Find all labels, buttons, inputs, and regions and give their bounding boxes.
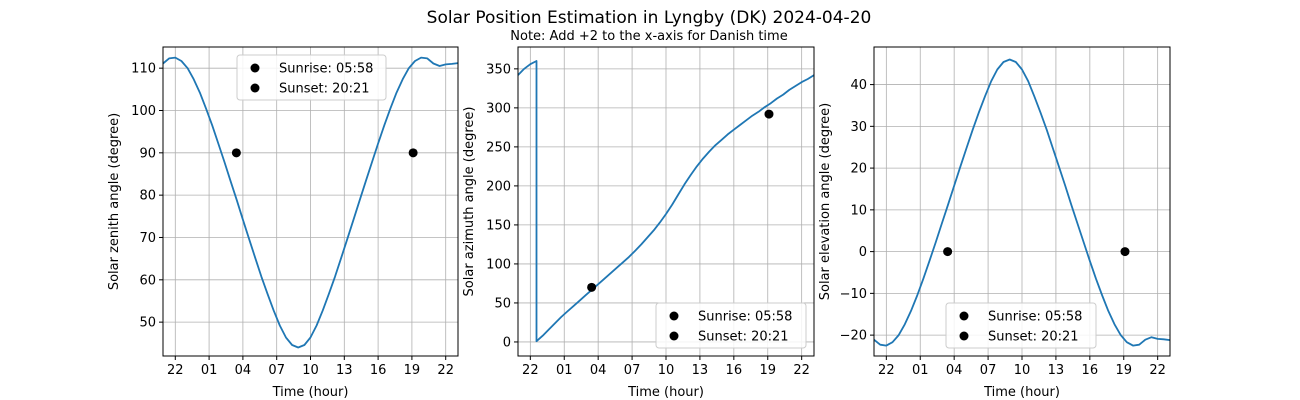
legend-sunrise-marker (669, 311, 679, 321)
sunrise-point (587, 282, 597, 292)
sunrise-point (231, 148, 241, 158)
y-tick-label: 70 (139, 231, 156, 246)
x-tick-label: 16 (726, 363, 743, 378)
y-tick-label: 200 (486, 179, 511, 194)
figure-title: Solar Position Estimation in Lyngby (DK)… (427, 8, 872, 28)
y-tick-label: 350 (486, 62, 511, 77)
legend-sunset-marker (669, 331, 679, 341)
x-tick-label: 22 (522, 363, 539, 378)
x-tick-label: 07 (980, 363, 997, 378)
x-tick-label: 04 (590, 363, 607, 378)
sunrise-point (943, 247, 953, 257)
legend: Sunrise: 05:58 Sunset: 20:21 (655, 302, 807, 349)
y-tick-label: 50 (139, 316, 156, 331)
legend-box (236, 54, 387, 101)
y-tick-label: 110 (131, 62, 156, 77)
sunset-point (1120, 247, 1130, 257)
x-axis-label: Time (hour) (983, 385, 1060, 400)
x-tick-label: 19 (404, 363, 421, 378)
x-tick-label: 01 (912, 363, 929, 378)
x-tick-label: 10 (658, 363, 675, 378)
legend-sunrise-label: Sunrise: 05:58 (988, 310, 1082, 325)
legend-sunset-marker (250, 83, 260, 93)
legend-box (655, 302, 807, 349)
chart-panel-3: 22 01 04 07 10 13 16 19 22 −20 −10 0 10 20 30 40 Time (h… (818, 46, 1171, 400)
legend-sunrise-marker (959, 311, 969, 321)
legend-sunrise-marker (250, 63, 260, 73)
x-tick-label: 22 (167, 363, 184, 378)
y-tick-label: 300 (486, 101, 511, 116)
figure-subtitle: Note: Add +2 to the x-axis for Danish ti… (510, 29, 787, 44)
x-tick-label: 01 (556, 363, 573, 378)
x-tick-label: 19 (1115, 363, 1132, 378)
x-tick-label: 10 (302, 363, 319, 378)
y-tick-label: 10 (850, 203, 867, 218)
chart-panel-1: 22 01 04 07 10 13 16 19 22 50 60 70 80 90 100 110 Time (… (107, 46, 459, 400)
y-tick-label: 100 (131, 104, 156, 119)
y-tick-label: 0 (859, 245, 867, 260)
y-axis-label: Solar zenith angle (degree) (107, 113, 122, 290)
series-line (517, 60, 815, 343)
y-tick-label: 50 (494, 296, 511, 311)
series-line (873, 58, 1171, 347)
legend-sunset-label: Sunset: 20:21 (988, 330, 1079, 345)
x-tick-label: 22 (437, 363, 454, 378)
x-tick-label: 19 (759, 363, 776, 378)
legend-sunset-label: Sunset: 20:21 (279, 82, 370, 97)
y-tick-label: 20 (850, 162, 867, 177)
legend-sunrise-label: Sunrise: 05:58 (698, 310, 792, 325)
x-tick-label: 01 (201, 363, 218, 378)
x-tick-label: 13 (692, 363, 709, 378)
x-tick-label: 13 (336, 363, 353, 378)
y-tick-label: 90 (139, 146, 156, 161)
y-tick-label: 80 (139, 189, 156, 204)
legend-sunset-label: Sunset: 20:21 (698, 330, 789, 345)
y-tick-label: 40 (850, 78, 867, 93)
sunset-point (764, 109, 774, 119)
x-tick-label: 04 (235, 363, 252, 378)
y-tick-label: 250 (486, 140, 511, 155)
sunset-point (408, 148, 418, 158)
x-tick-label: 13 (1048, 363, 1065, 378)
y-axis-label: Solar elevation angle (degree) (818, 103, 833, 300)
y-tick-label: 100 (486, 257, 511, 272)
x-tick-label: 22 (793, 363, 810, 378)
x-tick-label: 16 (370, 363, 387, 378)
legend-sunrise-label: Sunrise: 05:58 (279, 62, 373, 77)
x-tick-label: 04 (946, 363, 963, 378)
legend-sunset-marker (959, 331, 969, 341)
y-tick-label: 60 (139, 273, 156, 288)
x-tick-label: 22 (878, 363, 895, 378)
legend: Sunrise: 05:58 Sunset: 20:21 (236, 54, 387, 101)
y-tick-label: 0 (503, 335, 511, 350)
x-tick-label: 22 (1149, 363, 1166, 378)
legend: Sunrise: 05:58 Sunset: 20:21 (945, 302, 1097, 349)
x-axis-label: Time (hour) (272, 385, 349, 400)
x-tick-label: 07 (624, 363, 641, 378)
series-line (162, 56, 459, 349)
y-tick-label: 30 (850, 120, 867, 135)
x-tick-label: 16 (1082, 363, 1099, 378)
legend-box (945, 302, 1097, 349)
x-tick-label: 10 (1014, 363, 1031, 378)
y-tick-label: −20 (840, 329, 867, 344)
x-axis-label: Time (hour) (627, 385, 704, 400)
x-tick-label: 07 (268, 363, 285, 378)
y-tick-label: 150 (486, 218, 511, 233)
y-tick-label: −10 (840, 287, 867, 302)
y-axis-label: Solar azimuth angle (degree) (462, 107, 477, 297)
chart-panel-2: 22 01 04 07 10 13 16 19 22 0 50 100 150 200 250 300 350 T… (462, 46, 815, 400)
